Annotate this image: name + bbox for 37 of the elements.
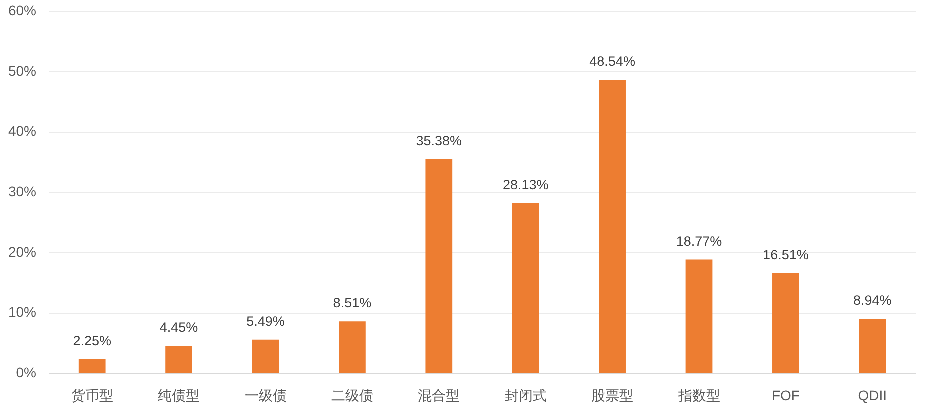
data-label: 4.45% [160,320,198,336]
data-label: 8.51% [333,296,372,311]
x-tick-label: 货币型 [71,388,114,404]
bar [599,80,626,373]
bar [772,273,800,373]
bar [859,319,886,373]
data-label: 48.54% [590,54,636,70]
x-tick-label: FOF [772,388,800,404]
bar [512,203,540,373]
bar [686,260,713,373]
x-tick-label: 一级债 [244,388,287,404]
x-tick-label: QDII [858,388,888,404]
bar [166,346,192,373]
x-tick-label: 混合型 [418,388,460,404]
data-label: 16.51% [763,247,809,262]
y-tick-label: 40% [8,123,36,140]
x-tick-label: 二级债 [331,388,374,404]
y-tick-label: 10% [8,304,36,320]
bar [426,160,453,373]
data-label: 5.49% [246,314,285,329]
bar [252,340,280,373]
x-tick-label: 封闭式 [504,388,547,404]
x-tick-label: 股票型 [592,388,634,404]
data-label: 8.94% [854,293,892,308]
bar [78,359,106,373]
data-label: 35.38% [416,134,462,149]
y-tick-label: 50% [8,62,36,79]
x-tick-label: 纯债型 [158,388,200,404]
data-label: 2.25% [73,333,112,348]
x-tick-label: 指数型 [677,388,720,404]
bar [339,322,366,373]
y-tick-label: 30% [8,184,36,200]
y-tick-label: 20% [8,244,36,260]
data-label: 28.13% [502,177,549,192]
y-tick-label: 60% [8,2,36,18]
data-label: 18.77% [676,234,722,249]
y-tick-label: 0% [16,364,36,380]
